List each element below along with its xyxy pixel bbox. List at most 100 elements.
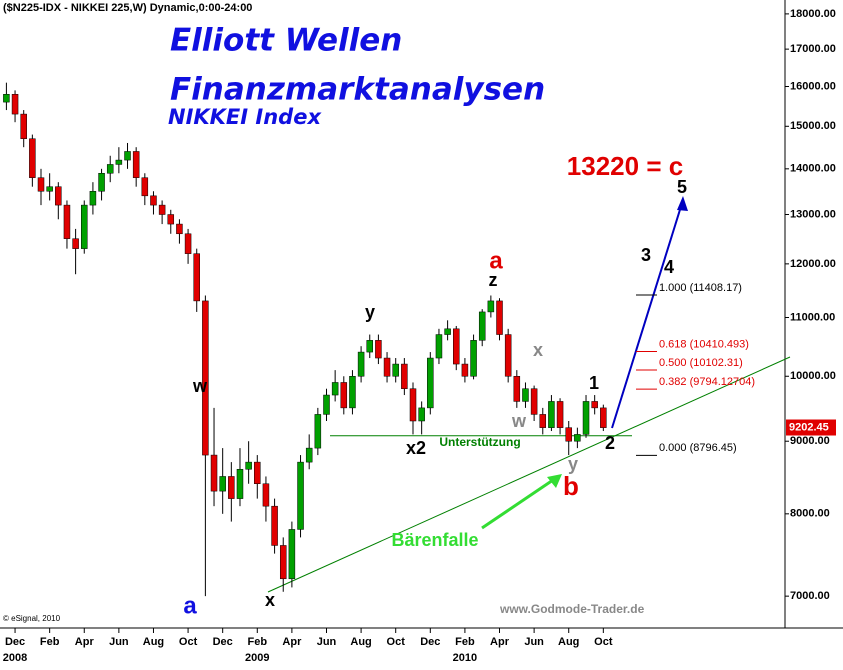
y-tick-label: 10000.00: [790, 370, 836, 382]
y-tick-label: 8000.00: [790, 508, 830, 520]
wave-label: x: [533, 340, 543, 360]
candle-body: [504, 334, 512, 377]
candle-body: [29, 138, 36, 178]
candle-body: [435, 334, 443, 359]
candle-body: [383, 357, 391, 377]
candle-body: [262, 483, 270, 507]
price-label: 9202.45: [789, 421, 829, 433]
candle-body: [600, 407, 607, 428]
x-tick-label: Dec: [5, 636, 25, 648]
target-label: 13220 = c: [567, 151, 683, 181]
candle-body: [236, 468, 244, 499]
x-tick-label: Aug: [558, 636, 579, 648]
candle-body: [323, 394, 330, 415]
wave-label: 2: [605, 433, 615, 453]
candle-body: [375, 340, 382, 359]
candle-body: [254, 461, 261, 485]
wave-label: 1: [589, 373, 599, 393]
candle-body: [418, 407, 425, 422]
candle-body: [574, 434, 581, 442]
fib-label: 0.618 (10410.493): [659, 338, 749, 350]
x-tick-label: Oct: [387, 636, 406, 648]
candle-body: [219, 476, 226, 492]
candle-body: [582, 401, 590, 435]
candle-body: [288, 529, 296, 580]
projection-arrow: [611, 199, 684, 429]
candle-body: [305, 447, 313, 463]
candle-body: [3, 94, 10, 103]
candle-body: [271, 505, 278, 546]
candle-body: [409, 388, 417, 422]
x-tick-label: Jun: [524, 636, 544, 648]
candle-body: [141, 177, 149, 197]
candle-body: [11, 94, 19, 115]
candle-body: [461, 363, 469, 377]
wave-label: z: [489, 270, 498, 290]
x-tick-label: Dec: [213, 636, 233, 648]
x-tick-label: Feb: [455, 636, 475, 648]
wave-label: a: [183, 592, 197, 619]
candle-body: [548, 401, 555, 428]
candle-body: [444, 328, 451, 335]
candle-body: [565, 427, 572, 442]
arrow-head: [677, 196, 688, 211]
candle-body: [340, 382, 348, 409]
candle-body: [556, 401, 564, 428]
candle-body: [37, 177, 45, 192]
candle-body: [106, 164, 114, 174]
y-tick-label: 16000.00: [790, 80, 836, 92]
x-tick-label: Aug: [143, 636, 164, 648]
candle-body: [55, 186, 62, 206]
x-tick-label: Oct: [179, 636, 198, 648]
fib-label: 0.500 (10102.31): [659, 357, 743, 369]
wave-label: w: [511, 411, 527, 431]
candle-body: [245, 461, 252, 470]
candle-body: [124, 151, 131, 161]
candle-body: [158, 204, 166, 215]
price-box: [786, 419, 836, 436]
candle-body: [176, 223, 183, 235]
candle-body: [81, 204, 88, 249]
year-label: 2009: [245, 652, 269, 664]
candle-body: [202, 300, 209, 456]
candle-body: [539, 414, 547, 428]
candle-body: [530, 388, 538, 415]
candle-body: [20, 113, 27, 139]
candle-body: [228, 476, 235, 499]
title: Finanzmarktanalysen: [170, 72, 545, 108]
x-tick-label: Aug: [350, 636, 371, 648]
wave-label: b: [563, 471, 579, 501]
x-tick-label: Feb: [40, 636, 60, 648]
candle-body: [366, 340, 373, 353]
y-tick-label: 17000.00: [790, 43, 836, 55]
trend-line: [267, 356, 791, 593]
candle-body: [279, 545, 287, 580]
wave-label: x2: [406, 438, 426, 458]
x-tick-label: Dec: [420, 636, 440, 648]
candle-body: [357, 351, 365, 377]
candle-body: [89, 190, 97, 206]
x-tick-label: Feb: [248, 636, 268, 648]
wave-label: 3: [641, 245, 651, 265]
candle-body: [401, 363, 408, 389]
candle-body: [496, 300, 503, 335]
candle-body: [349, 376, 356, 409]
candle-body: [184, 233, 192, 254]
x-tick-label: Apr: [282, 636, 302, 648]
fib-label: 0.000 (8796.45): [659, 442, 737, 454]
support-label: Unterstützung: [439, 435, 520, 449]
y-tick-label: 12000.00: [790, 258, 836, 270]
y-tick-label: 18000.00: [790, 8, 836, 20]
x-tick-label: Oct: [594, 636, 613, 648]
y-tick-label: 7000.00: [790, 590, 830, 602]
bear-trap-label: Bärenfalle: [391, 530, 478, 550]
candle-body: [522, 388, 529, 402]
y-tick-label: 14000.00: [790, 163, 836, 175]
arrow-head: [547, 474, 562, 488]
y-tick-label: 11000.00: [790, 311, 835, 323]
x-tick-label: Apr: [75, 636, 95, 648]
candle-body: [331, 382, 339, 396]
copyright: © eSignal, 2010: [3, 614, 61, 623]
candle-body: [150, 195, 157, 206]
